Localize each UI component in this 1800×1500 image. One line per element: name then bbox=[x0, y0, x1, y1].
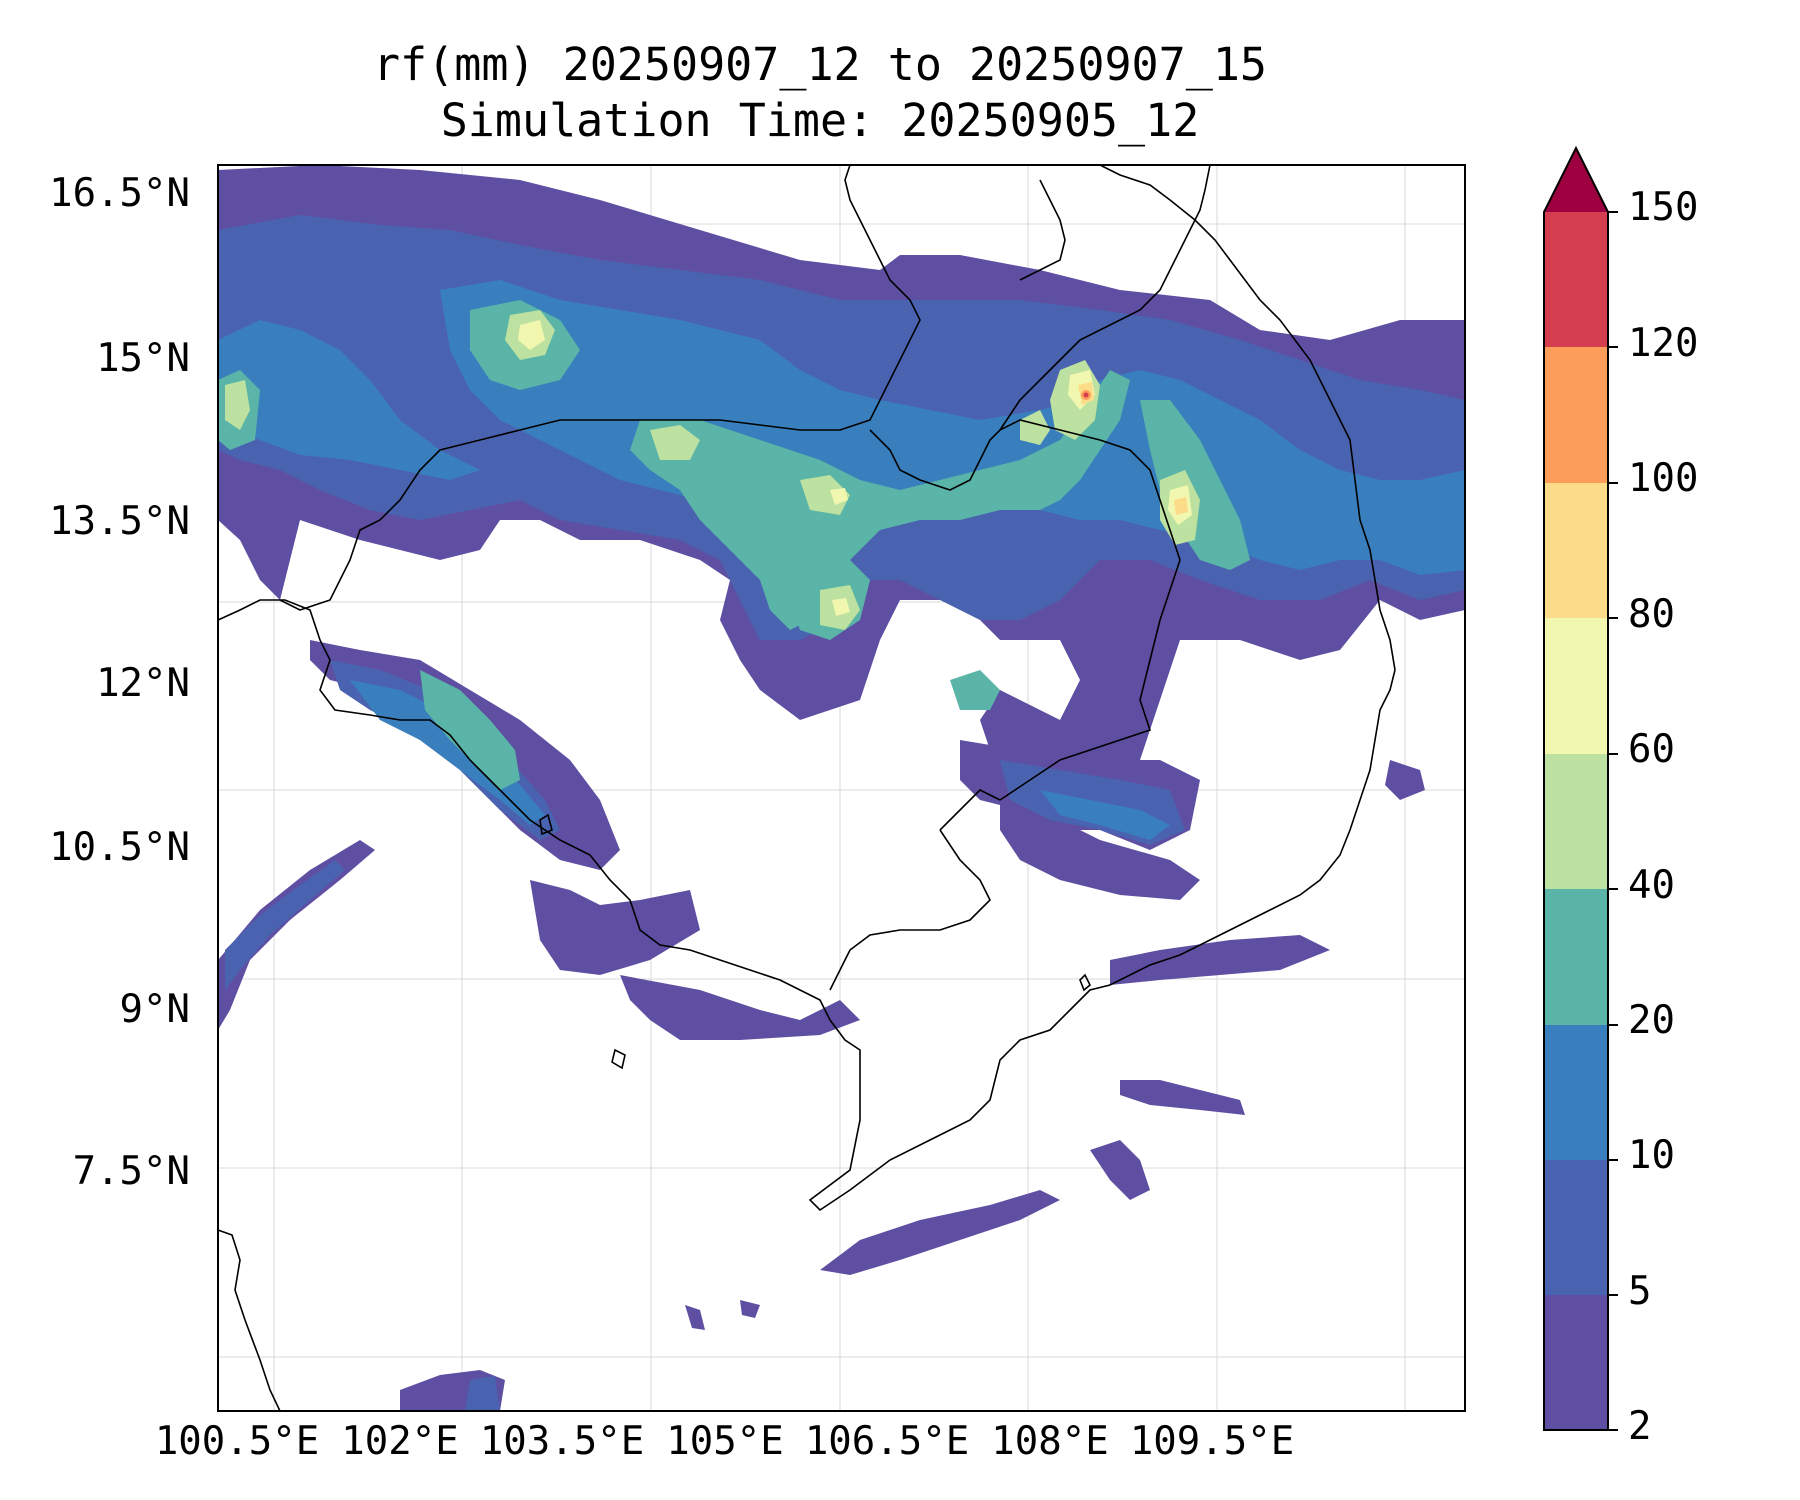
colorbar-bin bbox=[1544, 483, 1608, 618]
lon-tick-label: 100.5°E bbox=[154, 1419, 320, 1464]
lat-tick-label: 7.5°N bbox=[72, 1149, 190, 1194]
colorbar-bin bbox=[1544, 1025, 1608, 1160]
colorbar-outline bbox=[1543, 145, 1609, 1431]
colorbar-label: 10 bbox=[1628, 1133, 1675, 1178]
lon-tick-label: 109.5°E bbox=[1129, 1419, 1295, 1464]
lon-tick-label: 102°E bbox=[341, 1419, 459, 1464]
rainfall-peak-core bbox=[1083, 392, 1089, 398]
colorbar-label: 40 bbox=[1628, 863, 1675, 908]
colorbar bbox=[1543, 145, 1618, 1431]
colorbar-label: 60 bbox=[1628, 727, 1675, 772]
lat-tick-label: 9°N bbox=[119, 987, 190, 1032]
map-frame bbox=[217, 164, 1466, 1412]
colorbar-bin bbox=[1544, 889, 1608, 1025]
lat-tick-label: 15°N bbox=[96, 336, 190, 381]
lat-tick-label: 12°N bbox=[96, 661, 190, 706]
lon-tick-label: 103.5°E bbox=[479, 1419, 645, 1464]
colorbar-label: 100 bbox=[1628, 456, 1699, 501]
colorbar-label: 120 bbox=[1628, 321, 1699, 366]
lon-tick-label: 106.5°E bbox=[804, 1419, 970, 1464]
colorbar-bin bbox=[1544, 1295, 1608, 1430]
coastlines bbox=[218, 165, 1396, 1411]
colorbar-bin bbox=[1544, 347, 1608, 483]
colorbar-bin bbox=[1544, 754, 1608, 889]
lat-tick-label: 10.5°N bbox=[49, 825, 190, 870]
rainfall-field bbox=[218, 165, 1465, 1411]
colorbar-label: 5 bbox=[1628, 1269, 1652, 1314]
colorbar-bin bbox=[1544, 1160, 1608, 1295]
colorbar-label: 80 bbox=[1628, 592, 1675, 637]
colorbar-label: 150 bbox=[1628, 185, 1699, 230]
colorbar-label: 2 bbox=[1628, 1404, 1652, 1449]
colorbar-bin bbox=[1544, 212, 1608, 347]
map-subtitle: Simulation Time: 20250905_12 bbox=[440, 94, 1200, 147]
lat-tick-label: 13.5°N bbox=[49, 499, 190, 544]
lat-tick-label: 16.5°N bbox=[49, 171, 190, 216]
colorbar-bin bbox=[1544, 618, 1608, 754]
colorbar-extend-arrow bbox=[1544, 148, 1608, 212]
colorbar-label: 20 bbox=[1628, 998, 1675, 1043]
lon-tick-label: 105°E bbox=[666, 1419, 784, 1464]
map-title: rf(mm) 20250907_12 to 20250907_15 bbox=[372, 38, 1268, 91]
colorbar-ticks bbox=[1608, 211, 1618, 1431]
lon-tick-label: 108°E bbox=[991, 1419, 1109, 1464]
